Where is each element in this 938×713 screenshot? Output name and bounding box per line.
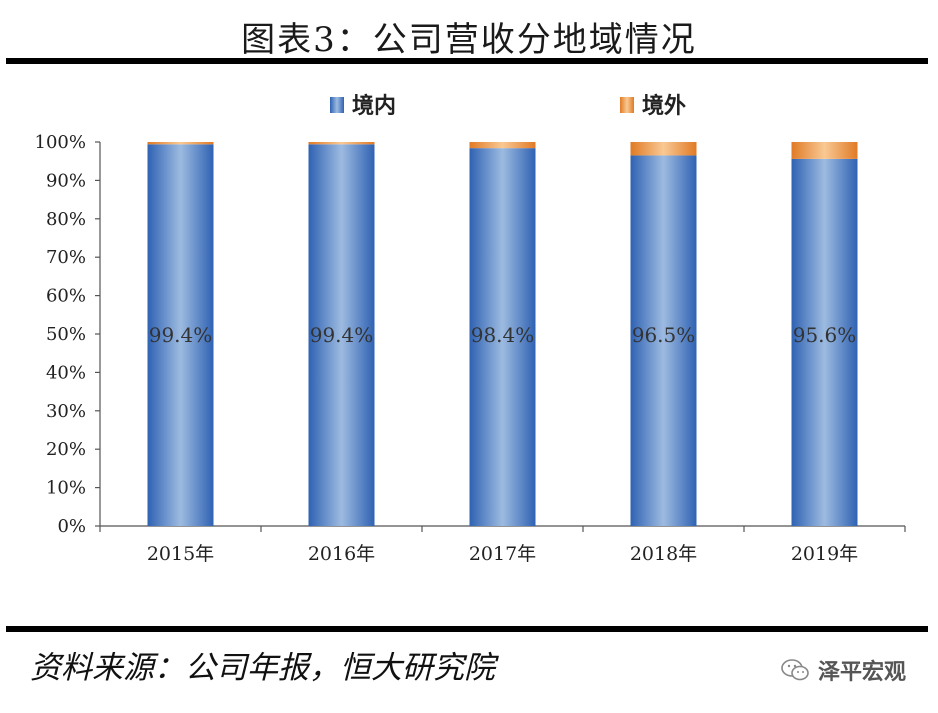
top-divider [6, 58, 928, 64]
axes: 0% 10% 20% 30% 40% 50% 60% 70% 80% 90% 100% 2015年 20… [35, 132, 906, 565]
legend-label-domestic: 境内 [352, 93, 396, 119]
x-tick-label: 2018年 [630, 543, 697, 565]
x-tick-label: 2017年 [469, 543, 536, 565]
bar-overseas [630, 142, 697, 156]
source-note: 资料来源：公司年报，恒大研究院 [30, 650, 495, 686]
legend-label-overseas: 境外 [642, 93, 686, 119]
y-tick-label: 10% [46, 478, 86, 499]
wechat-icon [781, 659, 809, 681]
data-labels: 99.4% 99.4% 98.4% 96.5% 95.6% [149, 323, 857, 347]
chart-title: 图表3：公司营收分地域情况 [241, 20, 697, 60]
bar-domestic [630, 155, 697, 526]
y-tick-label: 60% [46, 286, 86, 307]
data-label: 99.4% [149, 323, 213, 347]
bars [147, 142, 858, 527]
legend-swatch-domestic [330, 97, 344, 113]
bar-overseas [469, 142, 536, 149]
bottom-divider [6, 626, 928, 632]
bar-domestic [147, 144, 214, 526]
y-tick-label: 20% [46, 439, 86, 460]
data-label: 95.6% [793, 323, 857, 347]
x-tick-label: 2015年 [147, 543, 214, 565]
brand-name: 泽平宏观 [818, 660, 907, 685]
bar-domestic [791, 158, 858, 526]
data-label: 98.4% [471, 323, 535, 347]
legend: 境内 境外 [330, 93, 686, 119]
x-tick-label: 2016年 [308, 543, 375, 565]
data-label: 99.4% [310, 323, 374, 347]
y-tick-label: 70% [46, 247, 86, 268]
data-label: 96.5% [632, 323, 696, 347]
y-tick-label: 30% [46, 401, 86, 422]
y-tick-label: 0% [57, 516, 86, 537]
brand-badge: 泽平宏观 [780, 654, 906, 686]
y-tick-label: 80% [46, 209, 86, 230]
bar-overseas [791, 142, 858, 159]
y-tick-label: 40% [46, 362, 86, 383]
y-tick-label: 90% [46, 170, 86, 191]
bar-domestic [308, 144, 375, 526]
bar-domestic [469, 148, 536, 527]
stacked-bar-chart: 境内 境外 0% 10% 20% 30% 40% 50% 60% 70% 80% 90% 100% 20… [35, 93, 906, 565]
y-tick-label: 50% [46, 324, 86, 345]
bar-overseas [147, 142, 214, 145]
bar-overseas [308, 142, 375, 145]
y-tick-label: 100% [35, 132, 86, 153]
x-tick-label: 2019年 [791, 543, 858, 565]
legend-swatch-overseas [620, 97, 634, 113]
